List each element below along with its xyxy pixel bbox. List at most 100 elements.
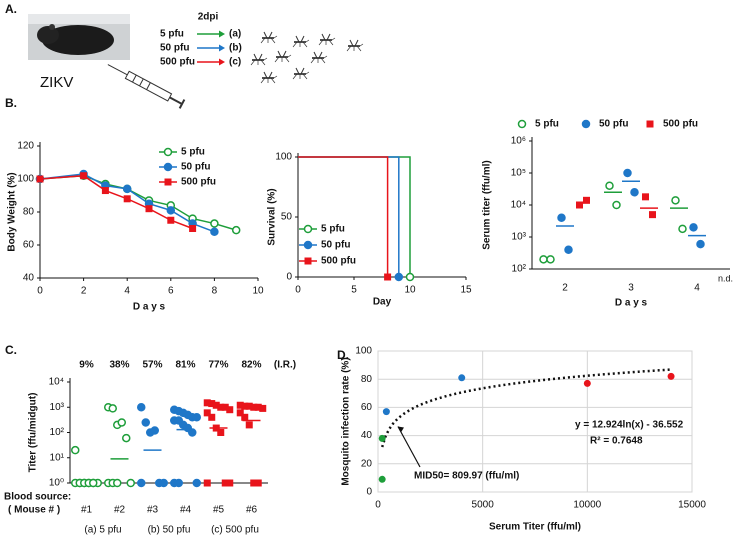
point xyxy=(226,479,234,487)
point xyxy=(696,239,705,249)
y-tick-label: 60 xyxy=(361,402,373,413)
point xyxy=(649,211,656,219)
point xyxy=(231,225,241,235)
point xyxy=(245,402,253,410)
arrow-head xyxy=(219,30,225,38)
point xyxy=(212,401,220,409)
point xyxy=(203,479,211,487)
x-tick-label: #1 xyxy=(81,505,93,516)
y-tick-label: 10⁶ xyxy=(511,136,526,147)
y-tick-label: 10⁴ xyxy=(511,200,526,211)
legend-marker xyxy=(163,162,173,172)
dose-label: 50 pfu xyxy=(160,43,189,54)
point xyxy=(254,479,262,487)
point xyxy=(564,245,573,254)
point xyxy=(236,409,244,417)
point xyxy=(203,399,211,407)
point xyxy=(189,225,197,232)
rate-label: 9% xyxy=(79,360,94,371)
arrow-head xyxy=(219,58,225,66)
x-tick-label: 5000 xyxy=(472,500,495,511)
group-label: (a) xyxy=(229,29,241,40)
point xyxy=(689,223,698,232)
x-tick-label: 6 xyxy=(168,286,174,297)
x-tick-label: 15 xyxy=(460,285,472,296)
point xyxy=(71,445,80,455)
point xyxy=(137,403,146,412)
y-tick-label: 10³ xyxy=(50,402,65,413)
point xyxy=(36,175,44,183)
point xyxy=(221,479,229,487)
point xyxy=(546,255,555,264)
panel-label: A. xyxy=(5,2,17,16)
point xyxy=(245,421,253,429)
fit-equation: y = 12.924ln(x) - 36.552 xyxy=(575,420,684,431)
y-tick-label: 100 xyxy=(17,174,34,185)
legend-marker xyxy=(303,224,313,234)
point xyxy=(117,418,126,427)
x-tick-label: 2 xyxy=(562,283,568,294)
panel-label: C. xyxy=(5,343,17,357)
point xyxy=(557,213,566,222)
point xyxy=(123,195,131,203)
point xyxy=(394,272,404,282)
point xyxy=(208,413,216,421)
point xyxy=(642,193,649,201)
point xyxy=(122,184,132,194)
x-tick-label: 10 xyxy=(404,285,416,296)
x-tick-label: #5 xyxy=(213,505,225,516)
x-axis-label: D a y s xyxy=(133,302,166,313)
point xyxy=(241,402,249,410)
point xyxy=(141,418,150,427)
point xyxy=(378,475,386,483)
point xyxy=(678,224,687,234)
y-tick-label: 20 xyxy=(361,458,373,469)
x-tick-label: 15000 xyxy=(678,500,706,511)
point xyxy=(167,216,175,224)
x-axis-label: D a y s xyxy=(615,298,648,309)
point xyxy=(166,206,176,215)
y-tick-label: 80 xyxy=(23,207,35,218)
point xyxy=(539,255,548,264)
legend-marker xyxy=(646,120,654,128)
point xyxy=(122,433,131,443)
time-label: 2dpi xyxy=(198,12,219,23)
y-tick-label: 10¹ xyxy=(50,452,65,463)
point xyxy=(384,273,392,281)
y-tick-label: 0 xyxy=(286,272,292,283)
y-axis-label: Survival (%) xyxy=(267,188,278,245)
group-label: (a) 5 pfu xyxy=(84,525,121,536)
y-tick-label: 100 xyxy=(355,346,372,357)
fit-curve xyxy=(380,368,672,448)
x-tick-label: 8 xyxy=(212,286,218,297)
point xyxy=(241,413,249,421)
arrow-head xyxy=(397,426,404,433)
point xyxy=(150,426,159,435)
annotation: MID50= 809.97 (ffu/ml) xyxy=(414,471,519,482)
legend-label: 50 pfu xyxy=(181,162,210,173)
y-tick-label: 10² xyxy=(50,427,65,438)
row-title: Blood source: xyxy=(4,492,71,503)
point xyxy=(203,409,211,417)
x-tick-label: 5 xyxy=(351,285,357,296)
virus-label: ZIKV xyxy=(40,74,73,91)
y-tick-label: 10² xyxy=(512,264,527,275)
point xyxy=(250,479,258,487)
y-tick-label: 10⁵ xyxy=(511,168,526,179)
y-tick-label: 0 xyxy=(366,487,372,498)
y-tick-label: 10⁴ xyxy=(49,377,64,388)
legend-marker xyxy=(163,147,173,157)
x-tick-label: 0 xyxy=(375,500,381,511)
legend-label: 500 pfu xyxy=(181,177,216,188)
x-tick-label: #2 xyxy=(114,505,126,516)
point xyxy=(250,403,258,411)
point xyxy=(671,196,680,205)
x-axis-label: Day xyxy=(373,297,392,308)
point xyxy=(137,478,146,488)
rate-label: 81% xyxy=(175,360,195,371)
point xyxy=(226,406,234,414)
rate-label: 38% xyxy=(109,360,129,371)
y-tick-label: 40 xyxy=(361,430,373,441)
y-tick-label: 50 xyxy=(281,212,293,223)
